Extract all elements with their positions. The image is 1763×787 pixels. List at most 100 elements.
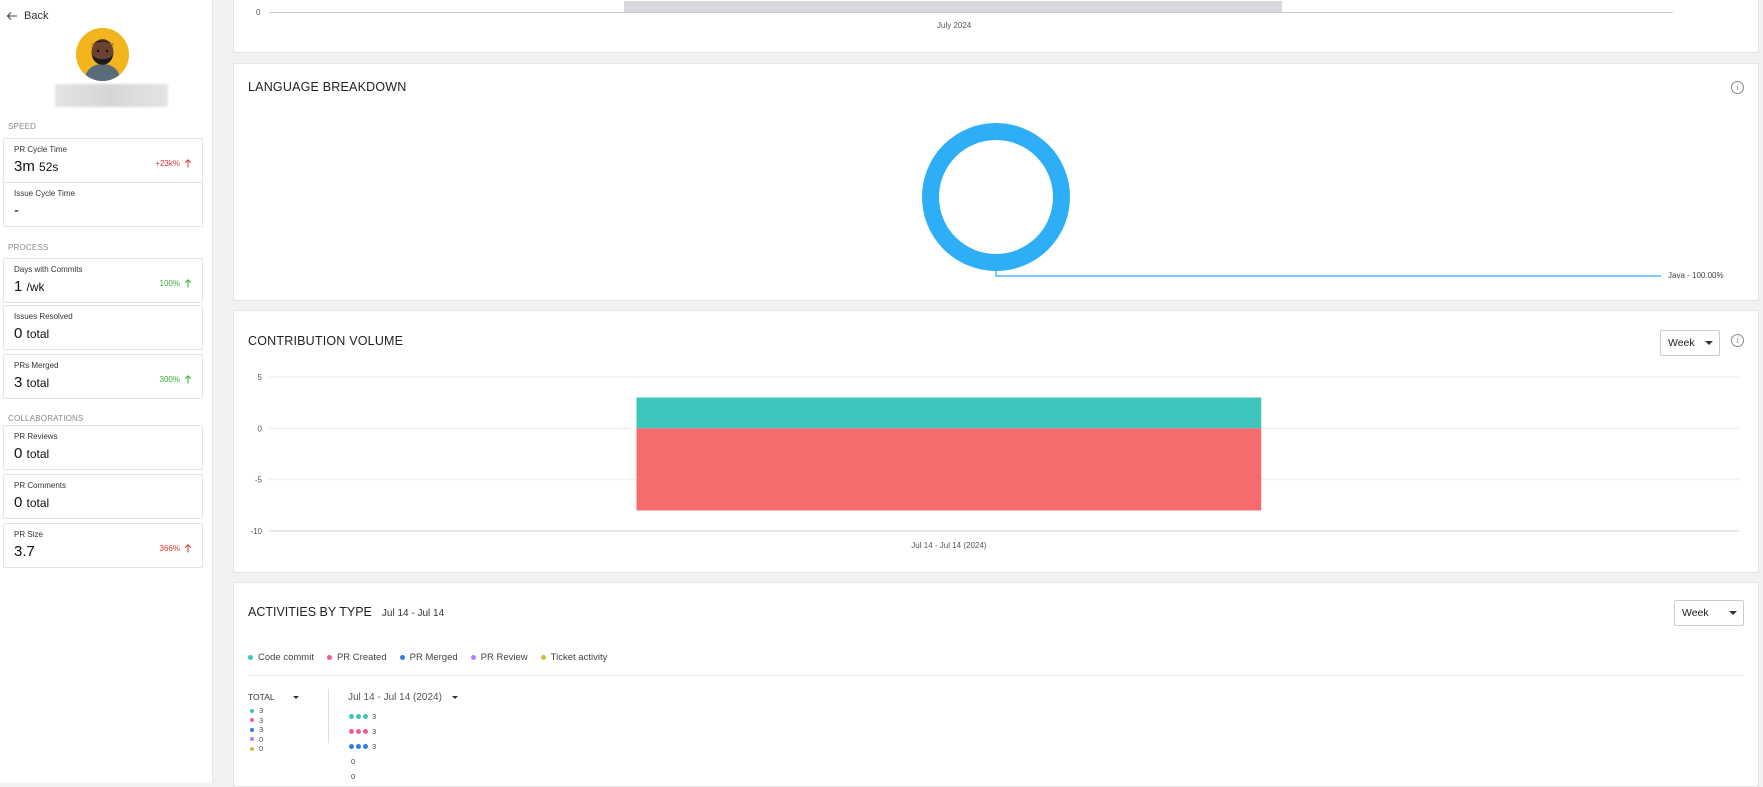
section-collaborations: COLLABORATIONS [8, 414, 84, 423]
metric-value: 3 total [14, 374, 49, 391]
contribution-volume-card: CONTRIBUTION VOLUME Week i 5 0 -5 -10 Jul 14… [233, 310, 1759, 573]
total-dot [250, 708, 254, 713]
metric-number: 0 [14, 494, 23, 511]
arrow-left-icon [6, 12, 17, 20]
metric-title: PR Size [14, 530, 43, 539]
total-value: 3 [259, 715, 264, 725]
metric-number: 0 [14, 325, 23, 342]
total-dot [250, 746, 254, 751]
metric-title: PRs Merged [14, 361, 59, 370]
info-icon[interactable]: i [1731, 81, 1744, 94]
legend-item[interactable]: Ticket activity [540, 652, 608, 663]
metric-title: PR Comments [14, 481, 67, 490]
metric-delta-value: +23k% [155, 159, 180, 168]
legend-dot [326, 655, 332, 660]
legend-dot [248, 655, 253, 660]
activity-dot [356, 714, 361, 719]
arrow-up-icon [184, 279, 192, 288]
activity-dot [363, 744, 368, 749]
metric-unit: 52s [39, 160, 59, 174]
metric-delta-value: 100% [159, 279, 180, 288]
y-tick-label: 0 [258, 424, 263, 433]
legend-label: Ticket activity [550, 652, 608, 663]
date-column-header[interactable]: Jul 14 - Jul 14 (2024) [348, 692, 458, 703]
language-breakdown-title: LANGUAGE BREAKDOWN [248, 80, 407, 94]
metric-card[interactable]: PR Comments 0 total [3, 474, 203, 519]
chevron-down-icon [1705, 341, 1713, 345]
metric-number: 0 [14, 445, 23, 462]
total-row: 0 [250, 735, 263, 745]
total-dot [250, 727, 254, 732]
metric-number: 3 [14, 374, 23, 391]
metric-unit: total [26, 447, 50, 461]
metric-value: 3m 52s [14, 158, 58, 175]
bar-positive[interactable] [636, 397, 1262, 429]
arrow-up-icon [184, 159, 192, 168]
activity-count: 0 [351, 757, 356, 766]
total-column-header[interactable]: TOTAL [248, 692, 299, 702]
metric-card[interactable]: Days with Commits 1 /wk 100% [3, 258, 203, 303]
total-row: 3 [250, 725, 263, 735]
metric-number: 1 [14, 278, 23, 295]
legend-item[interactable]: Code commit [248, 652, 314, 663]
metric-title: PR Cycle Time [14, 145, 67, 154]
total-value: 0 [259, 744, 264, 754]
activity-count: 3 [372, 742, 377, 751]
activities-period-value: Week [1682, 607, 1709, 619]
metric-card[interactable]: PR Reviews 0 total [3, 425, 203, 470]
legend-dot [470, 655, 476, 660]
user-name-redacted [55, 84, 168, 107]
chevron-down-icon [1729, 611, 1737, 615]
metric-card[interactable]: PRs Merged 3 total 300% [3, 354, 203, 399]
total-row: 0 [250, 744, 263, 754]
info-icon[interactable]: i [1731, 334, 1744, 347]
activities-by-type-card: ACTIVITIES BY TYPE Jul 14 - Jul 14 Week … [233, 582, 1759, 787]
arrow-up-icon [184, 544, 192, 553]
activity-count: 3 [372, 727, 377, 736]
chevron-down-icon [451, 696, 458, 699]
legend-item[interactable]: PR Merged [399, 652, 458, 663]
legend-item[interactable]: PR Created [326, 652, 387, 663]
total-label: TOTAL [248, 692, 275, 702]
bar-negative[interactable] [636, 428, 1262, 511]
activity-count: 3 [372, 712, 377, 721]
legend-item[interactable]: PR Review [470, 652, 528, 663]
date-column-values: 3 3 3 0 0 [349, 709, 376, 784]
metric-card[interactable]: Issues Resolved 0 total [3, 305, 203, 350]
contribution-volume-chart: 5 0 -5 -10 Jul 14 - Jul 14 (2024) [250, 373, 1739, 550]
metric-card[interactable]: PR Size 3.7 366% [3, 523, 203, 568]
legend-label: Code commit [258, 652, 314, 663]
date-column-label: Jul 14 - Jul 14 (2024) [348, 692, 442, 703]
y-tick-label: 5 [258, 373, 263, 382]
language-donut-chart [922, 123, 1661, 277]
total-value: 0 [259, 734, 264, 744]
activity-cell: 3 [349, 724, 376, 739]
back-label: Back [24, 10, 49, 22]
activities-period-select[interactable]: Week [1674, 600, 1744, 626]
metric-number: - [14, 202, 19, 219]
legend-dot [399, 655, 405, 660]
metric-value: 0 total [14, 325, 49, 342]
metric-card[interactable]: PR Cycle Time 3m 52s +23k% [3, 138, 203, 183]
metric-number: 3.7 [14, 543, 35, 560]
metric-unit: total [26, 496, 50, 510]
donut-slice-java [922, 123, 1070, 271]
contribution-period-select[interactable]: Week [1660, 330, 1720, 356]
total-dot [250, 737, 254, 742]
metric-unit: /wk [26, 280, 45, 294]
total-row: 3 [250, 716, 263, 726]
total-row: 3 [250, 706, 263, 716]
activity-count: 0 [351, 772, 356, 781]
metric-value: - [14, 202, 19, 219]
metric-title: PR Reviews [14, 432, 58, 441]
section-speed: SPEED [8, 122, 37, 131]
activity-dot [356, 744, 361, 749]
back-link[interactable]: Back [6, 10, 48, 22]
metric-delta-value: 366% [159, 544, 180, 553]
metric-card[interactable]: Issue Cycle Time - [3, 182, 203, 227]
y-tick-label: -10 [250, 527, 262, 536]
y-tick: 0 [256, 8, 261, 17]
donut-leader-line [995, 262, 1661, 277]
section-process: PROCESS [8, 243, 49, 252]
language-breakdown-card: LANGUAGE BREAKDOWN i Java - 100.00% [233, 63, 1759, 301]
